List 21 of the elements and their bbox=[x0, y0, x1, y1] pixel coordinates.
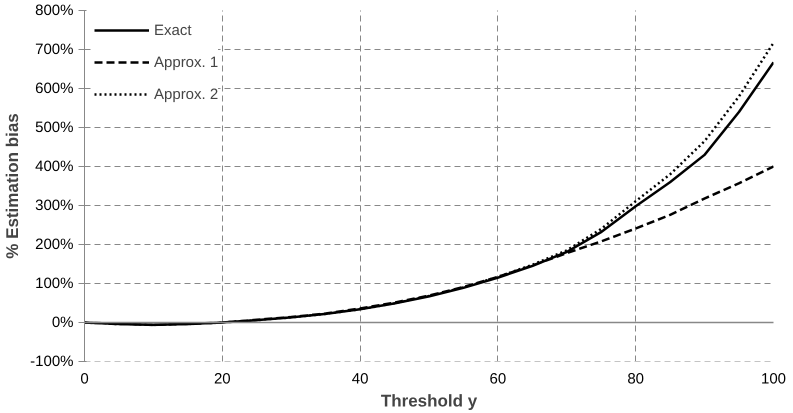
y-tick-label: 600% bbox=[35, 80, 74, 97]
y-tick-label: 700% bbox=[35, 41, 74, 58]
y-tick-label: 800% bbox=[35, 2, 74, 19]
y-tick-label: -100% bbox=[30, 353, 74, 370]
x-tick-label: 40 bbox=[352, 370, 368, 388]
y-tick-label: 300% bbox=[35, 197, 74, 214]
legend-label: Approx. 1 bbox=[154, 54, 218, 70]
y-tick-label: 0% bbox=[52, 314, 74, 331]
x-axis-title: Threshold y bbox=[380, 392, 478, 410]
x-tick-label: 80 bbox=[627, 370, 644, 388]
x-tick-label: 20 bbox=[214, 370, 231, 388]
legend-label: Approx. 2 bbox=[154, 86, 218, 102]
x-tick-label: 0 bbox=[80, 370, 89, 388]
legend-label: Exact bbox=[154, 22, 192, 38]
y-tick-label: 100% bbox=[35, 275, 74, 292]
y-tick-label: 200% bbox=[35, 236, 74, 253]
y-axis-title: % Estimation bias bbox=[3, 113, 22, 259]
x-tick-label: 60 bbox=[490, 370, 506, 388]
x-tick-label: 100 bbox=[760, 370, 786, 388]
y-tick-label: 400% bbox=[35, 158, 74, 175]
y-tick-label: 500% bbox=[35, 119, 74, 136]
